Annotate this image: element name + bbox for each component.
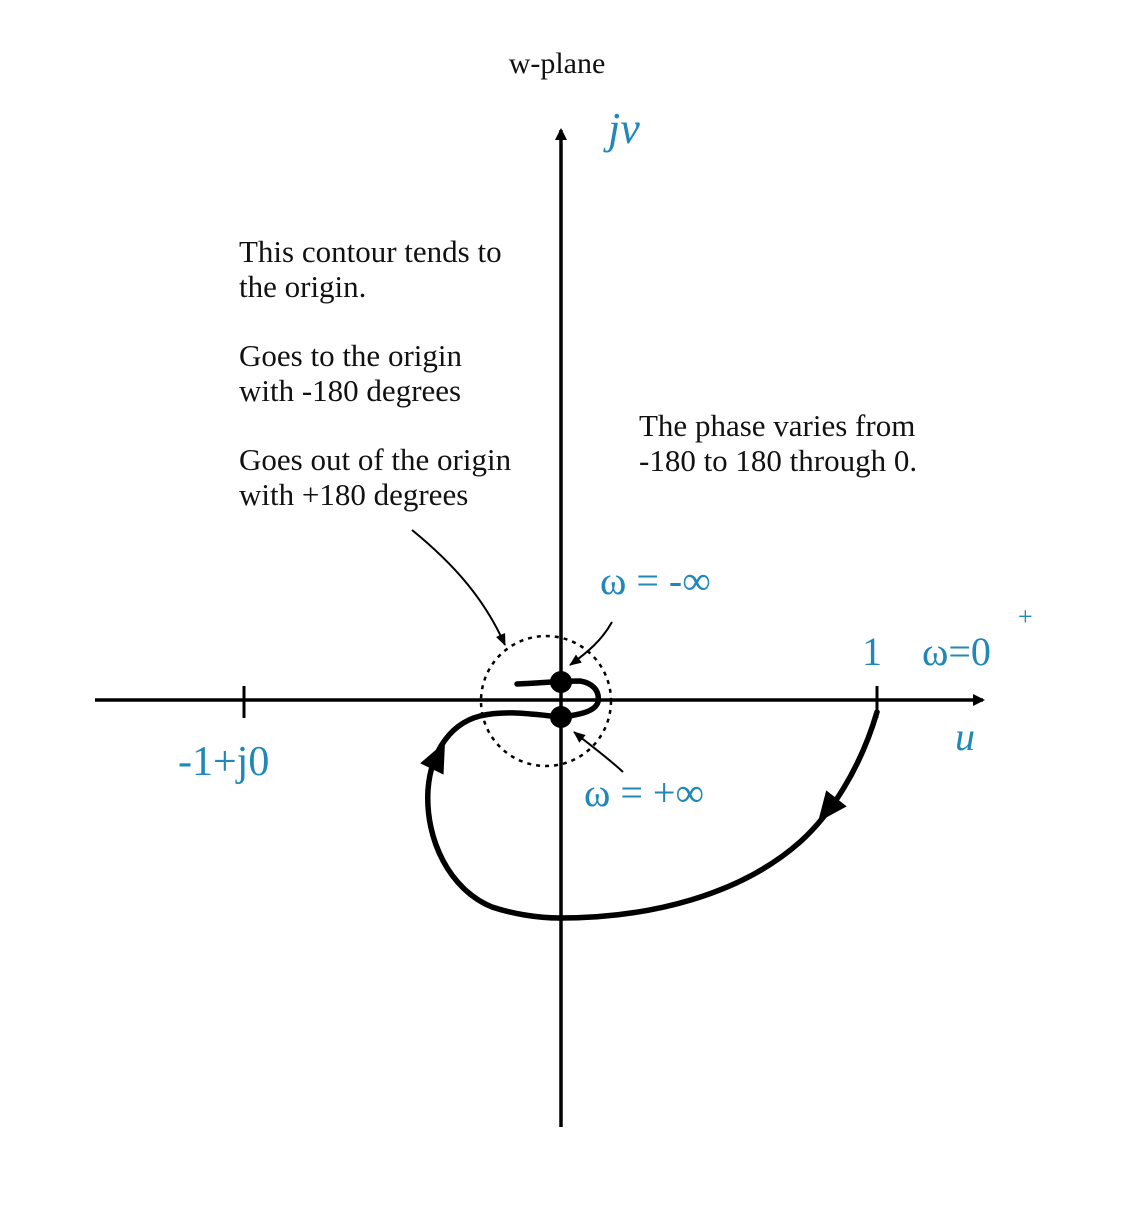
plane-title: w-plane <box>509 47 606 80</box>
point-omega-plus-inf <box>550 706 572 728</box>
nyquist-contour <box>425 678 880 921</box>
contour-direction-arrow-lower-right <box>818 790 847 822</box>
annotation-phase-varies: The phase varies from -180 to 180 throug… <box>639 408 923 478</box>
omega-zero-plus-superscript: + <box>1018 602 1033 631</box>
omega-zero-plus-label: ω=0 <box>922 629 991 674</box>
annotation-goes-out-origin: Goes out of the origin with +180 degrees <box>239 442 519 512</box>
u-axis-label: u <box>955 714 975 759</box>
omega-plus-inf-label: ω = +∞ <box>584 770 704 815</box>
jv-axis-label: jv <box>603 104 640 153</box>
tick-label-one: 1 <box>862 629 882 674</box>
pointer-arrow-to-circle <box>411 529 506 646</box>
annotation-goes-to-origin: Goes to the origin with -180 degrees <box>239 338 470 408</box>
tick-label-minus-one: -1+j0 <box>178 739 269 785</box>
pointer-arrow-minus-inf <box>569 621 613 666</box>
origin-neighborhood-circle <box>479 634 613 768</box>
annotation-contour-origin: This contour tends to the origin. <box>239 234 509 304</box>
point-omega-minus-inf <box>550 671 572 693</box>
omega-minus-inf-label: ω = -∞ <box>600 558 711 603</box>
contour-direction-arrow-left <box>420 742 445 775</box>
pointer-arrow-plus-inf <box>573 731 624 773</box>
